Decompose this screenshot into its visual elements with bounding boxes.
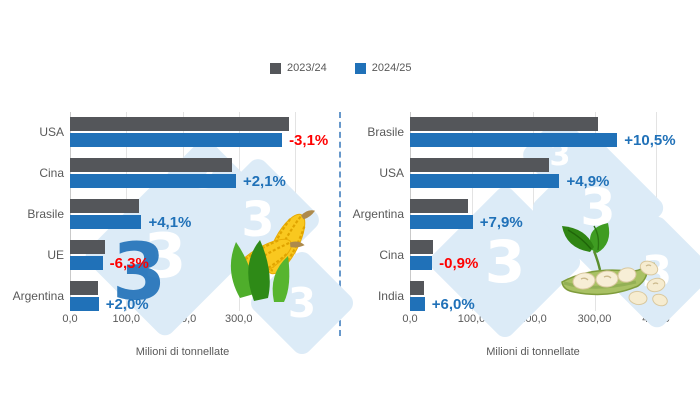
corn-icon (230, 210, 316, 302)
category-label: UE (47, 248, 64, 262)
x-axis-tick: 0,0 (62, 313, 78, 325)
x-axis-tick: 300,0 (224, 313, 253, 325)
bar-2023-24 (410, 158, 549, 172)
bar-2024-25 (70, 174, 236, 188)
bar-2024-25 (70, 297, 99, 311)
bar-2023-24 (70, 158, 232, 172)
legend-item-2023-24: 2023/24 (270, 62, 327, 74)
watermark-digit: 3 (287, 279, 317, 327)
x-axis-tick: 100,0 (112, 313, 141, 325)
bar-2023-24 (70, 240, 105, 254)
bar-2023-24 (70, 199, 139, 213)
bar-2024-25 (410, 297, 425, 311)
chart-separator (339, 112, 341, 336)
change-label: +2,1% (242, 172, 286, 190)
bar-2023-24 (70, 117, 289, 131)
x-axis-title: Milioni di tonnellate (486, 346, 580, 358)
legend-label-2023-24: 2023/24 (287, 62, 327, 74)
legend-swatch-2023-24 (270, 62, 281, 74)
x-axis-title: Milioni di tonnellate (135, 346, 230, 358)
change-label: +6,0% (431, 295, 475, 313)
bar-2024-25 (70, 133, 283, 147)
category-label: Brasile (27, 207, 64, 221)
watermark-digit: 3 (484, 228, 526, 296)
category-label: USA (39, 125, 64, 139)
bar-2024-25 (410, 215, 473, 229)
watermark-diamond: 3 (246, 247, 358, 359)
bar-2024-25 (70, 256, 103, 270)
legend-swatch-2024-25 (354, 62, 366, 74)
x-axis-tick: 0,0 (402, 313, 418, 325)
change-label: -0,9% (439, 254, 479, 272)
category-label: Brasile (367, 125, 404, 139)
bar-2023-24 (70, 281, 99, 295)
watermark-digit-accent: 3 (112, 228, 167, 318)
change-label: -6,3% (109, 254, 149, 272)
x-axis-tick: 300,00 (577, 313, 612, 325)
legend-label-2024-25: 2024/25 (371, 62, 412, 74)
category-label: India (377, 289, 404, 303)
gridline (471, 112, 473, 311)
change-label: +4,1% (148, 213, 192, 231)
category-label: USA (379, 166, 404, 180)
category-label: Cina (39, 166, 64, 180)
watermark-digit: 3 (241, 192, 275, 248)
watermark-diamond: 3 (192, 154, 324, 286)
category-label: Cina (379, 248, 404, 262)
change-label: +4,9% (566, 172, 610, 190)
x-axis-tick: 100,0 (457, 313, 486, 325)
bar-2023-24 (410, 117, 598, 131)
soybean-icon (561, 223, 668, 307)
change-label: +2,0% (105, 295, 149, 313)
category-label: Argentina (12, 289, 64, 303)
bar-2023-24 (410, 240, 433, 254)
bar-2024-25 (410, 256, 433, 270)
category-label: Argentina (352, 207, 404, 221)
watermark-diamond: 3 (425, 182, 585, 342)
watermark-digit: 3 (143, 220, 187, 292)
chart-legend: 2023/24 2024/25 (270, 62, 412, 74)
change-label: +7,9% (479, 213, 523, 231)
change-label: -3,1% (289, 131, 329, 149)
watermark-diamond: 3 (81, 172, 249, 340)
bar-2024-25 (410, 133, 618, 147)
bar-2023-24 (410, 199, 468, 213)
bar-2023-24 (410, 281, 425, 295)
legend-item-2024-25: 2024/25 (354, 62, 412, 74)
bar-2024-25 (70, 215, 142, 229)
bar-2024-25 (410, 174, 560, 188)
change-label: +10,5% (624, 131, 676, 149)
